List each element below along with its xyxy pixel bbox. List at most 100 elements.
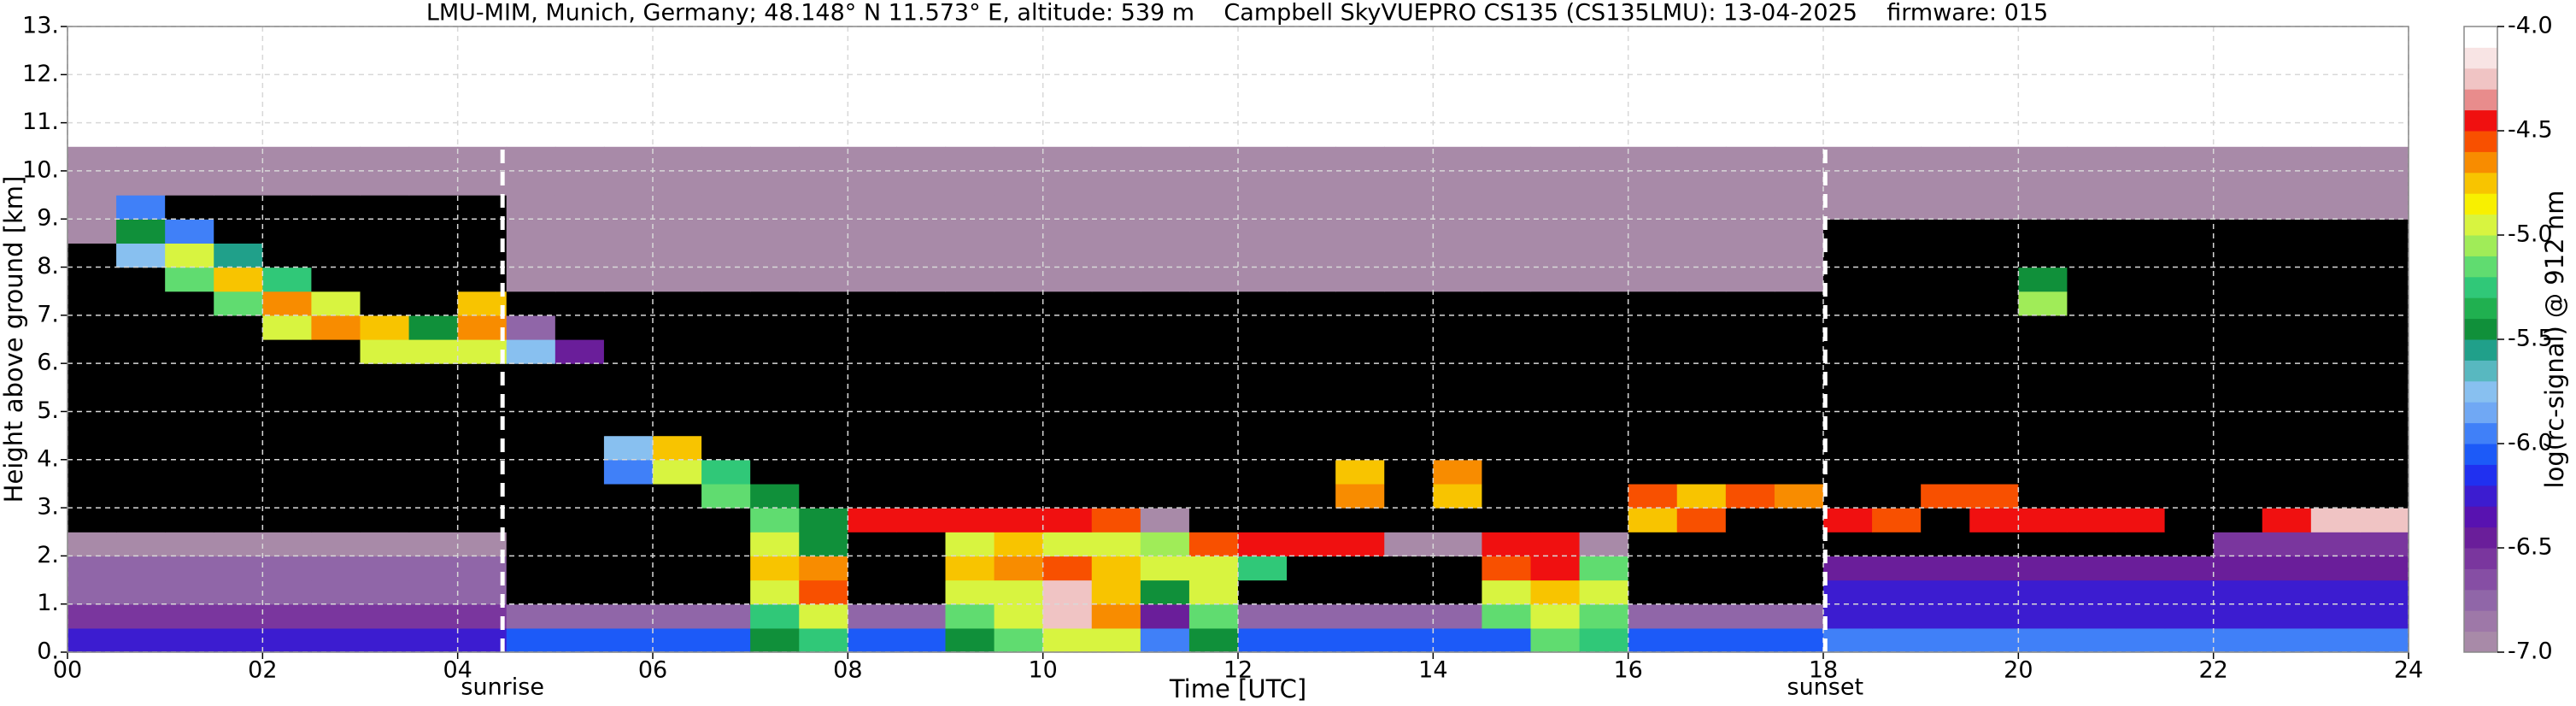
heatmap-cell	[1482, 267, 1532, 292]
heatmap-cell	[2115, 435, 2166, 461]
heatmap-cell	[1140, 315, 1190, 340]
heatmap-cell	[1530, 459, 1581, 485]
heatmap-cell	[1287, 267, 1336, 292]
heatmap-cell	[1238, 532, 1288, 556]
heatmap-cell	[1628, 146, 1678, 172]
heatmap-cell	[408, 339, 459, 364]
heatmap-cell	[2164, 532, 2215, 556]
heatmap-cell	[1433, 627, 1483, 653]
heatmap-cell	[262, 195, 313, 220]
heatmap-cell	[848, 291, 898, 316]
heatmap-cell	[67, 483, 117, 509]
plot-frame	[67, 26, 2409, 653]
heatmap-cell	[262, 363, 313, 388]
colorbar-swatch	[2464, 422, 2497, 444]
heatmap-cell	[701, 411, 751, 437]
heatmap-cell	[2359, 435, 2409, 461]
heatmap-cell	[2359, 483, 2409, 509]
heatmap-cell	[214, 556, 263, 581]
heatmap-cell	[408, 363, 459, 388]
heatmap-cell	[214, 363, 263, 388]
heatmap-cell	[2262, 219, 2312, 244]
heatmap-cell	[1823, 556, 1873, 581]
heatmap-cell	[2359, 315, 2409, 340]
heatmap-cell	[360, 627, 410, 653]
heatmap-cell	[1042, 146, 1093, 172]
heatmap-cell	[1823, 627, 1873, 653]
heatmap-cell	[408, 627, 459, 653]
x-tick-label: 16	[1613, 657, 1642, 684]
heatmap-cell	[1676, 387, 1727, 413]
heatmap-cell	[1530, 387, 1581, 413]
heatmap-cell	[311, 435, 361, 461]
heatmap-cell	[1872, 267, 1922, 292]
heatmap-cell	[1921, 603, 1970, 629]
heatmap-cell	[1872, 195, 1922, 220]
heatmap-cell	[2018, 339, 2068, 364]
heatmap-cell	[1579, 243, 1629, 268]
heatmap-cell	[1872, 411, 1922, 437]
heatmap-cell	[945, 170, 995, 196]
heatmap-cell	[1823, 508, 1873, 532]
heatmap-cell	[1384, 339, 1434, 364]
heatmap-cell	[1287, 411, 1336, 437]
heatmap-cell	[1676, 291, 1727, 316]
heatmap-cell	[799, 459, 848, 485]
heatmap-cell	[1091, 315, 1141, 340]
heatmap-cell	[457, 627, 508, 653]
heatmap-cell	[1628, 508, 1678, 532]
heatmap-cell	[1676, 243, 1727, 268]
heatmap-cell	[1725, 315, 1775, 340]
colorbar-swatch	[2464, 339, 2497, 361]
colorbar-swatch	[2464, 380, 2497, 403]
heatmap-cell	[1042, 339, 1093, 364]
heatmap-cell	[2213, 580, 2263, 605]
heatmap-cell	[2262, 603, 2312, 629]
heatmap-cell	[262, 170, 313, 196]
heatmap-cell	[603, 267, 654, 292]
colorbar-swatch	[2464, 527, 2497, 549]
y-tick-label: 7.	[37, 301, 59, 327]
heatmap-cell	[1921, 435, 1970, 461]
x-tick-label: 06	[638, 657, 667, 684]
heatmap-cell	[1530, 267, 1581, 292]
heatmap-cell	[2310, 483, 2361, 509]
heatmap-cell	[262, 267, 313, 292]
heatmap-cell	[408, 508, 459, 532]
heatmap-cell	[1823, 459, 1873, 485]
heatmap-cell	[2213, 508, 2263, 532]
heatmap-cell	[1335, 243, 1385, 268]
colorbar-swatch	[2464, 26, 2497, 48]
heatmap-cell	[1872, 580, 1922, 605]
heatmap-cell	[799, 387, 848, 413]
heatmap-cell	[1530, 508, 1581, 532]
heatmap-cell	[1188, 508, 1239, 532]
heatmap-cell	[750, 315, 800, 340]
heatmap-cell	[360, 363, 410, 388]
heatmap-cell	[2359, 459, 2409, 485]
heatmap-cell	[555, 267, 605, 292]
heatmap-cell	[2067, 435, 2117, 461]
heatmap-cell	[896, 363, 947, 388]
heatmap-cell	[360, 556, 410, 581]
heatmap-cell	[1579, 170, 1629, 196]
heatmap-cell	[1238, 387, 1288, 413]
heatmap-cell	[165, 411, 214, 437]
heatmap-cell	[1140, 387, 1190, 413]
heatmap-cell	[1774, 483, 1824, 509]
heatmap-cell	[701, 580, 751, 605]
chart-title: LMU-MIM, Munich, Germany; 48.148° N 11.5…	[426, 0, 2048, 26]
heatmap-cell	[896, 387, 947, 413]
heatmap-cell	[1091, 556, 1141, 581]
heatmap-cell	[1042, 603, 1093, 629]
heatmap-cell	[214, 146, 263, 172]
heatmap-cell	[2115, 459, 2166, 485]
heatmap-cell	[1384, 556, 1434, 581]
heatmap-cell	[1482, 603, 1532, 629]
heatmap-cell	[116, 508, 166, 532]
heatmap-cell	[1384, 146, 1434, 172]
heatmap-cell	[1676, 627, 1727, 653]
heatmap-cell	[701, 435, 751, 461]
heatmap-cell	[360, 170, 410, 196]
heatmap-cell	[653, 146, 702, 172]
